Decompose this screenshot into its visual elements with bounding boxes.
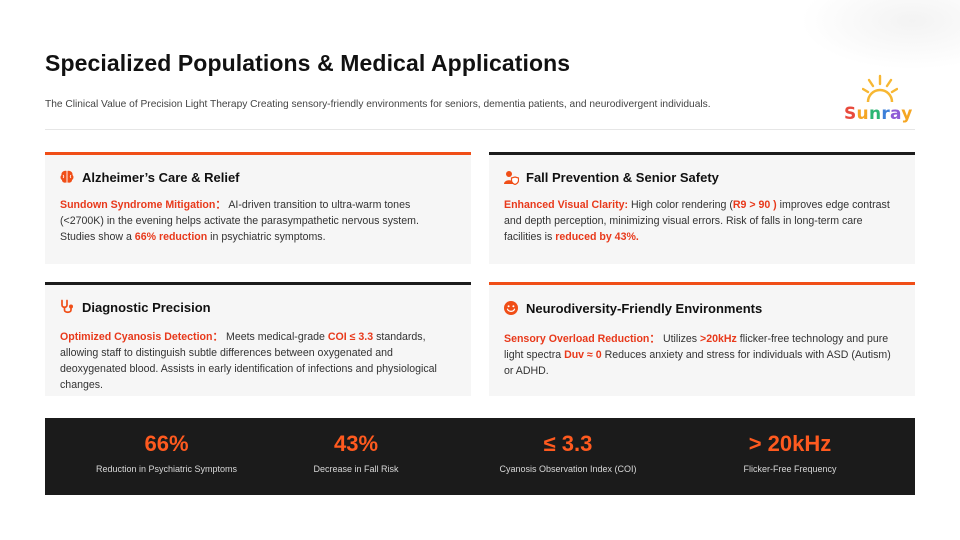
card-highlight: R9 > 90 ) [732,199,777,211]
stat-item: 66% Reduction in Psychiatric Symptoms [45,418,288,495]
card-title: Fall Prevention & Senior Safety [526,169,719,185]
card-neurodiversity: Neurodiversity-Friendly Environments Sen… [489,282,915,396]
card-body: Optimized Cyanosis Detection： Meets medi… [60,329,455,393]
stat-label: Decrease in Fall Risk [313,464,399,474]
card-diagnostic: Diagnostic Precision Optimized Cyanosis … [45,282,471,396]
card-fall-prevention: Fall Prevention & Senior Safety Enhanced… [489,152,915,264]
stat-item: ≤ 3.3 Cyanosis Observation Index (COI) [475,418,661,495]
card-text: flicker-free technology and pure light s… [504,333,889,361]
card-text: Utilizes [660,333,701,345]
card-title: Alzheimer’s Care & Relief [82,169,240,185]
stat-label: Flicker-Free Frequency [743,464,837,474]
card-text: in psychiatric symptoms. [207,231,326,243]
card-text: High color rendering ( [628,199,733,211]
stat-label: Cyanosis Observation Index (COI) [499,464,637,474]
card-lead: Sundown Syndrome Mitigation： [60,199,226,211]
card-body: Sensory Overload Reduction： Utilizes >20… [504,331,899,379]
stat-value: ≤ 3.3 [543,431,593,456]
card-lead: Sensory Overload Reduction： [504,333,660,345]
smile-icon [504,301,518,315]
card-text: standards, allowing staff to distinguish… [60,331,437,391]
logo-letter: u [856,104,869,124]
logo-letter: a [890,104,902,124]
card-highlight: 66% reduction [134,231,208,243]
stats-bar: 66% Reduction in Psychiatric Symptoms 43… [45,418,915,495]
sun-icon [862,74,898,103]
card-body: Enhanced Visual Clarity: High color rend… [504,197,899,245]
card-text: improves edge contrast and depth percept… [504,199,890,243]
card-highlight: COI ≤ 3.3 [327,331,374,343]
corner-decoration [800,0,960,70]
stat-item: > 20kHz Flicker-Free Frequency [705,418,875,495]
card-alzheimers: Alzheimer’s Care & Relief Sundown Syndro… [45,152,471,264]
person-shield-icon [504,171,519,185]
logo-letter: n [868,104,882,124]
card-text: Reduces anxiety and stress for individua… [504,349,891,377]
page-title: Specialized Populations & Medical Applic… [45,50,571,76]
logo-letter: S [844,104,857,124]
stat-value: 43% [333,431,379,456]
stat-label: Reduction in Psychiatric Symptoms [95,464,238,474]
card-highlight: reduced by 43%. [555,231,639,243]
header-divider [45,129,915,130]
card-highlight: >20kHz [700,333,737,345]
logo-letter: y [901,104,913,124]
stat-item: 43% Decrease in Fall Risk [288,418,424,495]
card-lead: Enhanced Visual Clarity: [504,199,629,211]
card-text: AI-driven transition to ultra-warm tones… [60,199,419,243]
card-body: Sundown Syndrome Mitigation： AI-driven t… [60,197,455,245]
card-lead: Optimized Cyanosis Detection： [60,331,224,343]
stat-value: > 20kHz [748,431,832,456]
card-title: Diagnostic Precision [82,299,211,315]
logo-letter: r [881,104,891,124]
stat-value: 66% [144,431,189,456]
logo-wordmark: Sunray [844,104,913,124]
brain-icon [60,170,74,183]
card-highlight: Duv ≈ 0 [564,349,602,361]
page-subtitle: The Clinical Value of Precision Light Th… [45,99,711,110]
card-text: Meets medical-grade [223,331,328,343]
sunray-logo: Sunray [842,74,918,126]
stethoscope-icon [61,299,73,314]
card-title: Neurodiversity-Friendly Environments [526,300,763,316]
